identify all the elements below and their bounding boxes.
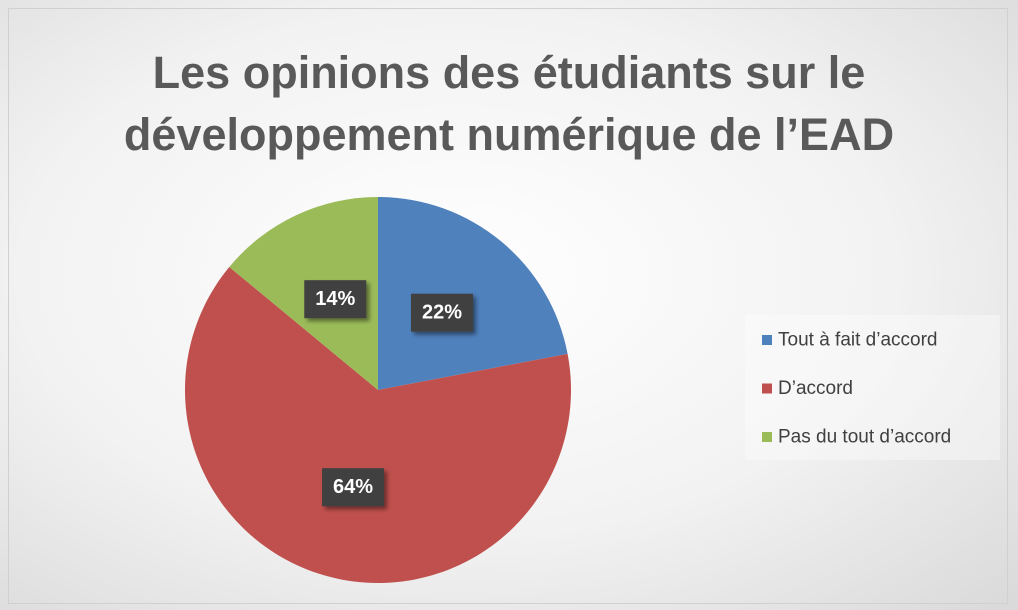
legend-swatch bbox=[762, 335, 772, 345]
pie-slice bbox=[184, 266, 572, 584]
data-label: 22% bbox=[422, 302, 462, 324]
legend-swatch bbox=[762, 432, 772, 442]
legend-label: Tout à fait d’accord bbox=[778, 330, 937, 351]
data-label: 14% bbox=[315, 288, 355, 310]
data-label: 64% bbox=[333, 476, 373, 498]
data-label-box bbox=[322, 468, 385, 507]
data-label-box bbox=[410, 293, 473, 332]
legend-swatch bbox=[762, 383, 772, 394]
chart-border bbox=[8, 8, 1008, 604]
legend-label: D’accord bbox=[778, 378, 853, 399]
legend-label: Pas du tout d’accord bbox=[778, 427, 951, 448]
pie-slice bbox=[229, 197, 378, 390]
chart-title: Les opinions des étudiants sur le dévelo… bbox=[123, 47, 895, 160]
pie-slice bbox=[378, 197, 568, 390]
data-label-box bbox=[304, 280, 367, 319]
legend-box bbox=[745, 315, 1000, 460]
